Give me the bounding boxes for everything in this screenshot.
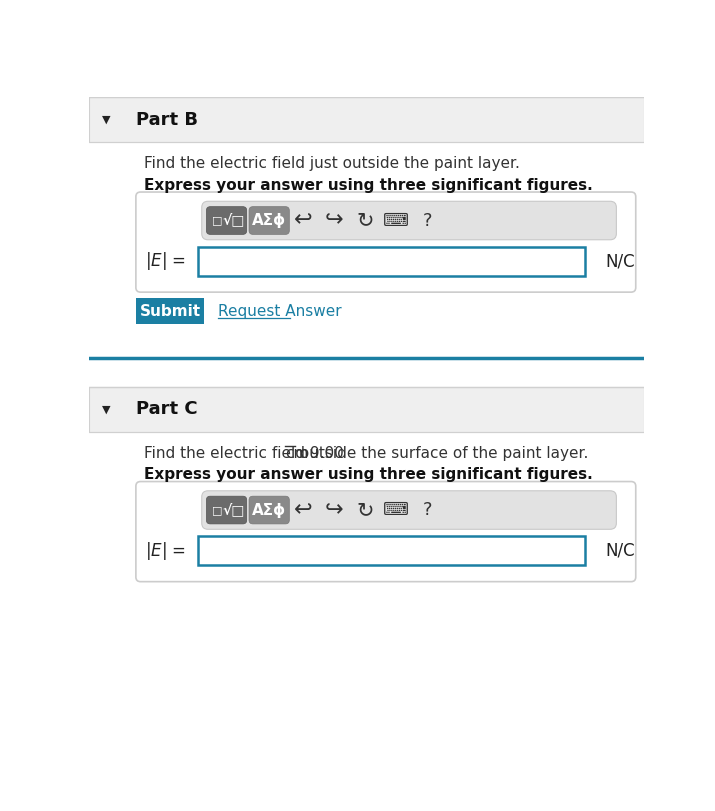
- Text: □: □: [212, 216, 222, 225]
- Text: $|E|$ =: $|E|$ =: [145, 251, 187, 272]
- Text: N/C: N/C: [606, 252, 635, 270]
- Text: ↻: ↻: [357, 500, 374, 520]
- Text: Part C: Part C: [136, 400, 197, 418]
- Text: ▼: ▼: [102, 404, 111, 414]
- Text: ↪: ↪: [325, 500, 344, 520]
- FancyBboxPatch shape: [249, 207, 290, 234]
- FancyBboxPatch shape: [207, 496, 247, 524]
- Bar: [136, 298, 204, 324]
- Text: Request Answer: Request Answer: [218, 304, 342, 319]
- Text: ↻: ↻: [357, 211, 374, 230]
- Text: ⌨: ⌨: [383, 212, 409, 230]
- Text: Express your answer using three significant figures.: Express your answer using three signific…: [144, 467, 592, 482]
- Text: AΣϕ: AΣϕ: [252, 213, 286, 228]
- Text: ↩: ↩: [294, 500, 312, 520]
- Text: ↪: ↪: [325, 211, 344, 230]
- FancyBboxPatch shape: [136, 192, 636, 292]
- Text: Find the electric field just outside the paint layer.: Find the electric field just outside the…: [144, 156, 520, 171]
- Text: Express your answer using three significant figures.: Express your answer using three signific…: [144, 178, 592, 192]
- Text: ?: ?: [423, 212, 432, 230]
- Text: $|E|$ =: $|E|$ =: [145, 540, 187, 562]
- FancyBboxPatch shape: [202, 201, 616, 240]
- Text: N/C: N/C: [606, 542, 635, 560]
- Text: Part B: Part B: [136, 110, 198, 129]
- FancyBboxPatch shape: [202, 491, 616, 530]
- FancyBboxPatch shape: [207, 207, 247, 234]
- Text: √□: √□: [222, 213, 245, 228]
- Text: AΣϕ: AΣϕ: [252, 503, 286, 517]
- Bar: [89, 387, 644, 431]
- Text: ⌨: ⌨: [383, 501, 409, 519]
- Text: □: □: [212, 505, 222, 515]
- Text: ▼: ▼: [102, 114, 111, 125]
- Text: Find the electric field 9.00: Find the electric field 9.00: [144, 445, 348, 461]
- Text: ↩: ↩: [294, 211, 312, 230]
- Text: outside the surface of the paint layer.: outside the surface of the paint layer.: [295, 445, 588, 461]
- Text: √□: √□: [222, 503, 245, 517]
- FancyBboxPatch shape: [249, 496, 290, 524]
- Text: cm: cm: [285, 445, 309, 461]
- Text: Submit: Submit: [139, 304, 200, 319]
- FancyBboxPatch shape: [136, 482, 636, 581]
- Bar: [89, 97, 644, 142]
- Bar: [198, 536, 586, 565]
- Text: ?: ?: [423, 501, 432, 519]
- Bar: [198, 247, 586, 276]
